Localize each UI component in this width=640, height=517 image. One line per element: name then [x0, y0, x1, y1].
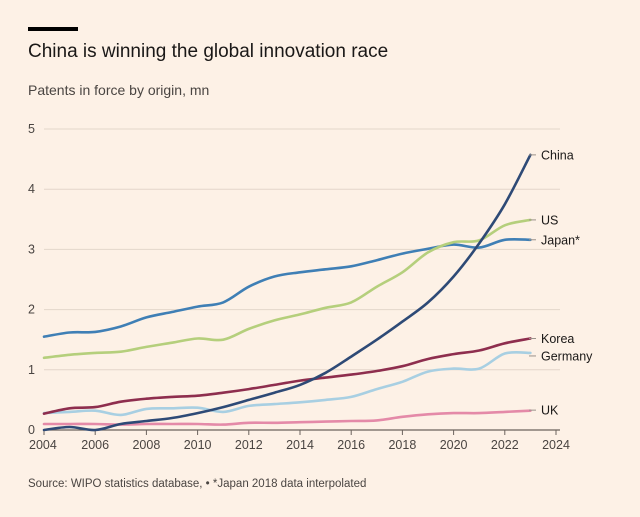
- series-line-uk: [42, 409, 532, 426]
- series-label-china: China: [541, 148, 574, 162]
- top-accent-bar: [28, 27, 78, 31]
- x-tick-label: 2022: [491, 438, 519, 452]
- x-tick-label: 2014: [286, 438, 314, 452]
- x-tick-label: 2004: [29, 438, 57, 452]
- x-tick-label: 2020: [440, 438, 468, 452]
- x-axis-ticks: 2004 2006 2008 2010 2012 2014 2016 2018 2020 2022…: [29, 430, 570, 452]
- y-axis-ticks: 0 1 2 3 4 5: [28, 122, 35, 437]
- chart-title: China is winning the global innovation r…: [28, 41, 389, 62]
- series-label-japan: Japan*: [541, 233, 580, 247]
- series-label-us: US: [541, 213, 558, 227]
- x-tick-label: 2010: [184, 438, 212, 452]
- x-tick-label: 2024: [542, 438, 570, 452]
- series-line-us: [42, 218, 532, 360]
- x-tick-label: 2008: [132, 438, 160, 452]
- series-label-uk: UK: [541, 404, 559, 418]
- y-tick-label: 4: [28, 182, 35, 196]
- series-line-japan: [42, 237, 532, 338]
- series-label-germany: Germany: [541, 349, 593, 363]
- series-line-germany: [42, 350, 532, 417]
- series-line-korea: [42, 337, 532, 415]
- y-tick-label: 5: [28, 122, 35, 136]
- series-label-korea: Korea: [541, 332, 574, 346]
- series-lines: [42, 153, 532, 432]
- y-tick-label: 2: [28, 303, 35, 317]
- x-tick-label: 2018: [388, 438, 416, 452]
- x-tick-label: 2006: [81, 438, 109, 452]
- y-tick-label: 0: [28, 423, 35, 437]
- series-line-china: [42, 153, 532, 432]
- x-tick-label: 2012: [235, 438, 263, 452]
- x-tick-label: 2016: [337, 438, 365, 452]
- series-end-labels: China US Japan* Korea Germany UK: [529, 148, 593, 418]
- y-tick-label: 1: [28, 363, 35, 377]
- source-note: Source: WIPO statistics database, • *Jap…: [28, 478, 367, 490]
- chart-subtitle: Patents in force by origin, mn: [28, 82, 210, 98]
- y-tick-label: 3: [28, 242, 35, 256]
